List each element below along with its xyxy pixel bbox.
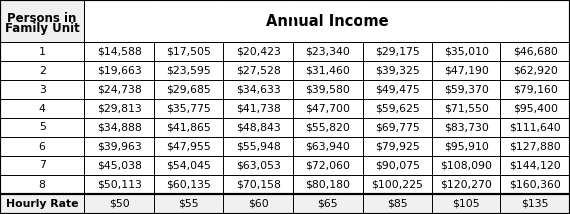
Text: $83,730: $83,730 [444, 122, 488, 132]
Text: $127,880: $127,880 [510, 141, 561, 152]
Text: $60,135: $60,135 [166, 180, 211, 190]
Text: Annual Income: Annual Income [266, 13, 389, 28]
Text: $34,888: $34,888 [97, 122, 141, 132]
Text: $79,160: $79,160 [513, 85, 557, 95]
Text: $60: $60 [248, 199, 268, 209]
Text: $80,180: $80,180 [306, 180, 350, 190]
Text: $63,053: $63,053 [236, 160, 280, 171]
Text: $111,640: $111,640 [510, 122, 561, 132]
Text: $72,060: $72,060 [306, 160, 350, 171]
Text: 3: 3 [39, 85, 46, 95]
Text: $46,680: $46,680 [513, 46, 557, 56]
Text: $19,663: $19,663 [97, 65, 141, 76]
Text: $71,550: $71,550 [444, 104, 488, 113]
Text: $160,360: $160,360 [509, 180, 561, 190]
Text: Family Unit: Family Unit [5, 21, 80, 34]
Text: $39,325: $39,325 [375, 65, 420, 76]
Text: $45,038: $45,038 [97, 160, 141, 171]
Text: $35,775: $35,775 [166, 104, 211, 113]
Text: $120,270: $120,270 [440, 180, 492, 190]
Text: $90,075: $90,075 [375, 160, 420, 171]
Text: $35,010: $35,010 [444, 46, 488, 56]
Text: $47,700: $47,700 [306, 104, 350, 113]
Text: $144,120: $144,120 [510, 160, 561, 171]
Text: $31,460: $31,460 [306, 65, 350, 76]
Text: $50: $50 [109, 199, 129, 209]
Text: $47,190: $47,190 [444, 65, 488, 76]
Text: $14,588: $14,588 [97, 46, 141, 56]
Text: $70,158: $70,158 [236, 180, 280, 190]
Text: $41,738: $41,738 [236, 104, 280, 113]
Text: $39,580: $39,580 [306, 85, 350, 95]
Text: $55: $55 [178, 199, 199, 209]
Text: $23,340: $23,340 [306, 46, 350, 56]
Text: $95,910: $95,910 [444, 141, 488, 152]
Text: Hourly Rate: Hourly Rate [6, 199, 79, 209]
Text: $50,113: $50,113 [97, 180, 141, 190]
Text: 2: 2 [39, 65, 46, 76]
Bar [0, 0, 570, 42]
Text: $108,090: $108,090 [440, 160, 492, 171]
Text: 4: 4 [39, 104, 46, 113]
Text: $23,595: $23,595 [166, 65, 211, 76]
Text: $105: $105 [453, 199, 480, 209]
Text: $48,843: $48,843 [236, 122, 280, 132]
Text: $29,685: $29,685 [166, 85, 211, 95]
Text: $41,865: $41,865 [166, 122, 211, 132]
Text: $85: $85 [387, 199, 408, 209]
Text: $79,925: $79,925 [375, 141, 420, 152]
Text: 1: 1 [39, 46, 46, 56]
Text: $63,940: $63,940 [306, 141, 350, 152]
Text: $47,955: $47,955 [166, 141, 211, 152]
Text: $17,505: $17,505 [166, 46, 211, 56]
Text: 7: 7 [39, 160, 46, 171]
Text: $20,423: $20,423 [236, 46, 280, 56]
Text: 5: 5 [39, 122, 46, 132]
Text: $39,963: $39,963 [97, 141, 141, 152]
Text: $54,045: $54,045 [166, 160, 211, 171]
Text: Persons in: Persons in [7, 12, 77, 24]
Text: $62,920: $62,920 [513, 65, 557, 76]
Bar [84, 0, 570, 42]
Text: $65: $65 [317, 199, 338, 209]
Bar [0, 194, 570, 214]
Text: $27,528: $27,528 [236, 65, 280, 76]
Text: $55,820: $55,820 [306, 122, 350, 132]
Text: $59,625: $59,625 [375, 104, 420, 113]
Text: $49,475: $49,475 [375, 85, 420, 95]
Text: $34,633: $34,633 [236, 85, 280, 95]
Text: $55,948: $55,948 [236, 141, 280, 152]
Text: 8: 8 [39, 180, 46, 190]
Text: $59,370: $59,370 [444, 85, 488, 95]
Text: $135: $135 [522, 199, 549, 209]
Text: $95,400: $95,400 [513, 104, 557, 113]
Text: $29,813: $29,813 [97, 104, 141, 113]
Text: $100,225: $100,225 [371, 180, 424, 190]
Text: $69,775: $69,775 [375, 122, 420, 132]
Text: 6: 6 [39, 141, 46, 152]
Text: $29,175: $29,175 [375, 46, 420, 56]
Text: $24,738: $24,738 [97, 85, 141, 95]
